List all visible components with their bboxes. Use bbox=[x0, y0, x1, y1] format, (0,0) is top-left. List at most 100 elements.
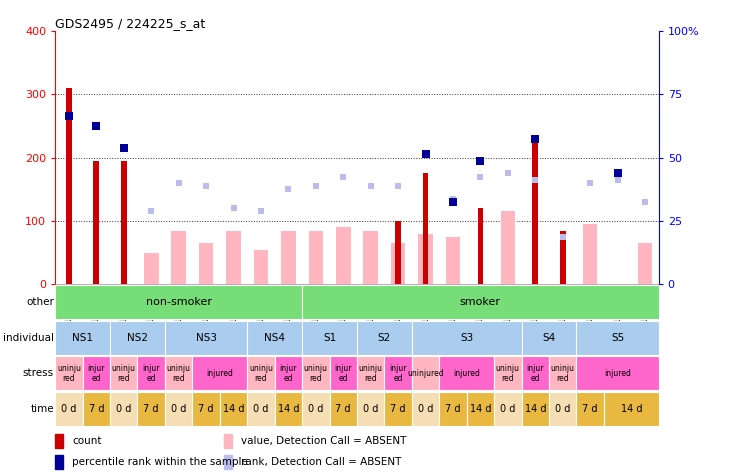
Text: S2: S2 bbox=[378, 333, 391, 343]
Text: NS1: NS1 bbox=[72, 333, 93, 343]
Bar bbox=[439, 392, 467, 426]
Text: 14 d: 14 d bbox=[620, 404, 642, 414]
Bar bbox=[357, 356, 384, 391]
Bar bbox=[467, 392, 494, 426]
Text: 7 d: 7 d bbox=[445, 404, 461, 414]
Bar bbox=[302, 356, 330, 391]
Text: 7 d: 7 d bbox=[88, 404, 104, 414]
Bar bbox=[66, 88, 72, 284]
Text: 7 d: 7 d bbox=[336, 404, 351, 414]
Text: 0 d: 0 d bbox=[61, 404, 77, 414]
Bar bbox=[364, 230, 378, 284]
Bar bbox=[275, 356, 302, 391]
Bar bbox=[576, 356, 659, 391]
Text: uninju
red: uninju red bbox=[358, 364, 383, 383]
Text: 7 d: 7 d bbox=[144, 404, 159, 414]
Bar bbox=[395, 221, 401, 284]
Text: uninju
red: uninju red bbox=[551, 364, 575, 383]
Text: injur
ed: injur ed bbox=[526, 364, 544, 383]
Text: S1: S1 bbox=[323, 333, 336, 343]
Text: injur
ed: injur ed bbox=[334, 364, 352, 383]
Bar bbox=[281, 230, 296, 284]
Text: time: time bbox=[30, 404, 54, 414]
Bar bbox=[165, 392, 192, 426]
Bar bbox=[500, 211, 515, 284]
Bar bbox=[55, 321, 110, 355]
Bar bbox=[224, 455, 232, 469]
Bar bbox=[330, 356, 357, 391]
Bar bbox=[55, 455, 63, 469]
Bar bbox=[308, 230, 323, 284]
Text: 14 d: 14 d bbox=[525, 404, 546, 414]
Bar bbox=[422, 173, 428, 284]
Text: 0 d: 0 d bbox=[171, 404, 186, 414]
Bar bbox=[199, 243, 213, 284]
Bar bbox=[110, 356, 138, 391]
Bar bbox=[494, 392, 522, 426]
Bar bbox=[254, 249, 268, 284]
Bar bbox=[165, 356, 192, 391]
Bar bbox=[583, 224, 598, 284]
Bar bbox=[82, 356, 110, 391]
Text: 0 d: 0 d bbox=[500, 404, 515, 414]
Bar bbox=[144, 253, 158, 284]
Text: 0 d: 0 d bbox=[555, 404, 570, 414]
Bar bbox=[165, 321, 247, 355]
Bar bbox=[446, 237, 460, 284]
Bar bbox=[220, 392, 247, 426]
Text: uninju
red: uninju red bbox=[249, 364, 273, 383]
Text: smoker: smoker bbox=[460, 297, 501, 307]
Bar bbox=[110, 321, 165, 355]
Bar bbox=[560, 230, 565, 284]
Text: S5: S5 bbox=[611, 333, 624, 343]
Text: 14 d: 14 d bbox=[277, 404, 299, 414]
Text: individual: individual bbox=[3, 333, 54, 343]
Bar bbox=[522, 392, 549, 426]
Text: injured: injured bbox=[206, 369, 233, 378]
Text: uninjured: uninjured bbox=[407, 369, 444, 378]
Text: stress: stress bbox=[23, 368, 54, 378]
Text: injur
ed: injur ed bbox=[389, 364, 407, 383]
Text: 0 d: 0 d bbox=[363, 404, 378, 414]
Bar bbox=[121, 161, 127, 284]
Bar bbox=[532, 136, 538, 284]
Bar bbox=[330, 392, 357, 426]
Bar bbox=[522, 321, 576, 355]
Bar bbox=[302, 321, 357, 355]
Bar bbox=[494, 356, 522, 391]
Bar bbox=[247, 392, 275, 426]
Bar bbox=[138, 356, 165, 391]
Bar bbox=[418, 234, 433, 284]
Text: injur
ed: injur ed bbox=[143, 364, 160, 383]
Text: uninju
red: uninju red bbox=[304, 364, 328, 383]
Text: GDS2495 / 224225_s_at: GDS2495 / 224225_s_at bbox=[55, 17, 205, 30]
Bar bbox=[224, 434, 232, 448]
Bar bbox=[55, 434, 63, 448]
Text: NS4: NS4 bbox=[264, 333, 285, 343]
Text: injured: injured bbox=[604, 369, 631, 378]
Text: uninju
red: uninju red bbox=[166, 364, 191, 383]
Bar bbox=[384, 356, 412, 391]
Text: S3: S3 bbox=[460, 333, 473, 343]
Text: count: count bbox=[72, 436, 102, 446]
Text: 14 d: 14 d bbox=[470, 404, 491, 414]
Bar bbox=[412, 321, 522, 355]
Bar bbox=[302, 285, 659, 319]
Bar bbox=[171, 230, 186, 284]
Text: 7 d: 7 d bbox=[390, 404, 406, 414]
Text: NS3: NS3 bbox=[196, 333, 216, 343]
Bar bbox=[604, 392, 659, 426]
Text: non-smoker: non-smoker bbox=[146, 297, 212, 307]
Text: injur
ed: injur ed bbox=[88, 364, 105, 383]
Text: value, Detection Call = ABSENT: value, Detection Call = ABSENT bbox=[241, 436, 406, 446]
Text: 7 d: 7 d bbox=[582, 404, 598, 414]
Bar bbox=[522, 356, 549, 391]
Text: 0 d: 0 d bbox=[308, 404, 324, 414]
Text: 0 d: 0 d bbox=[418, 404, 434, 414]
Bar bbox=[576, 321, 659, 355]
Text: injured: injured bbox=[453, 369, 480, 378]
Bar bbox=[357, 321, 412, 355]
Bar bbox=[82, 392, 110, 426]
Bar bbox=[478, 209, 484, 284]
Bar bbox=[275, 392, 302, 426]
